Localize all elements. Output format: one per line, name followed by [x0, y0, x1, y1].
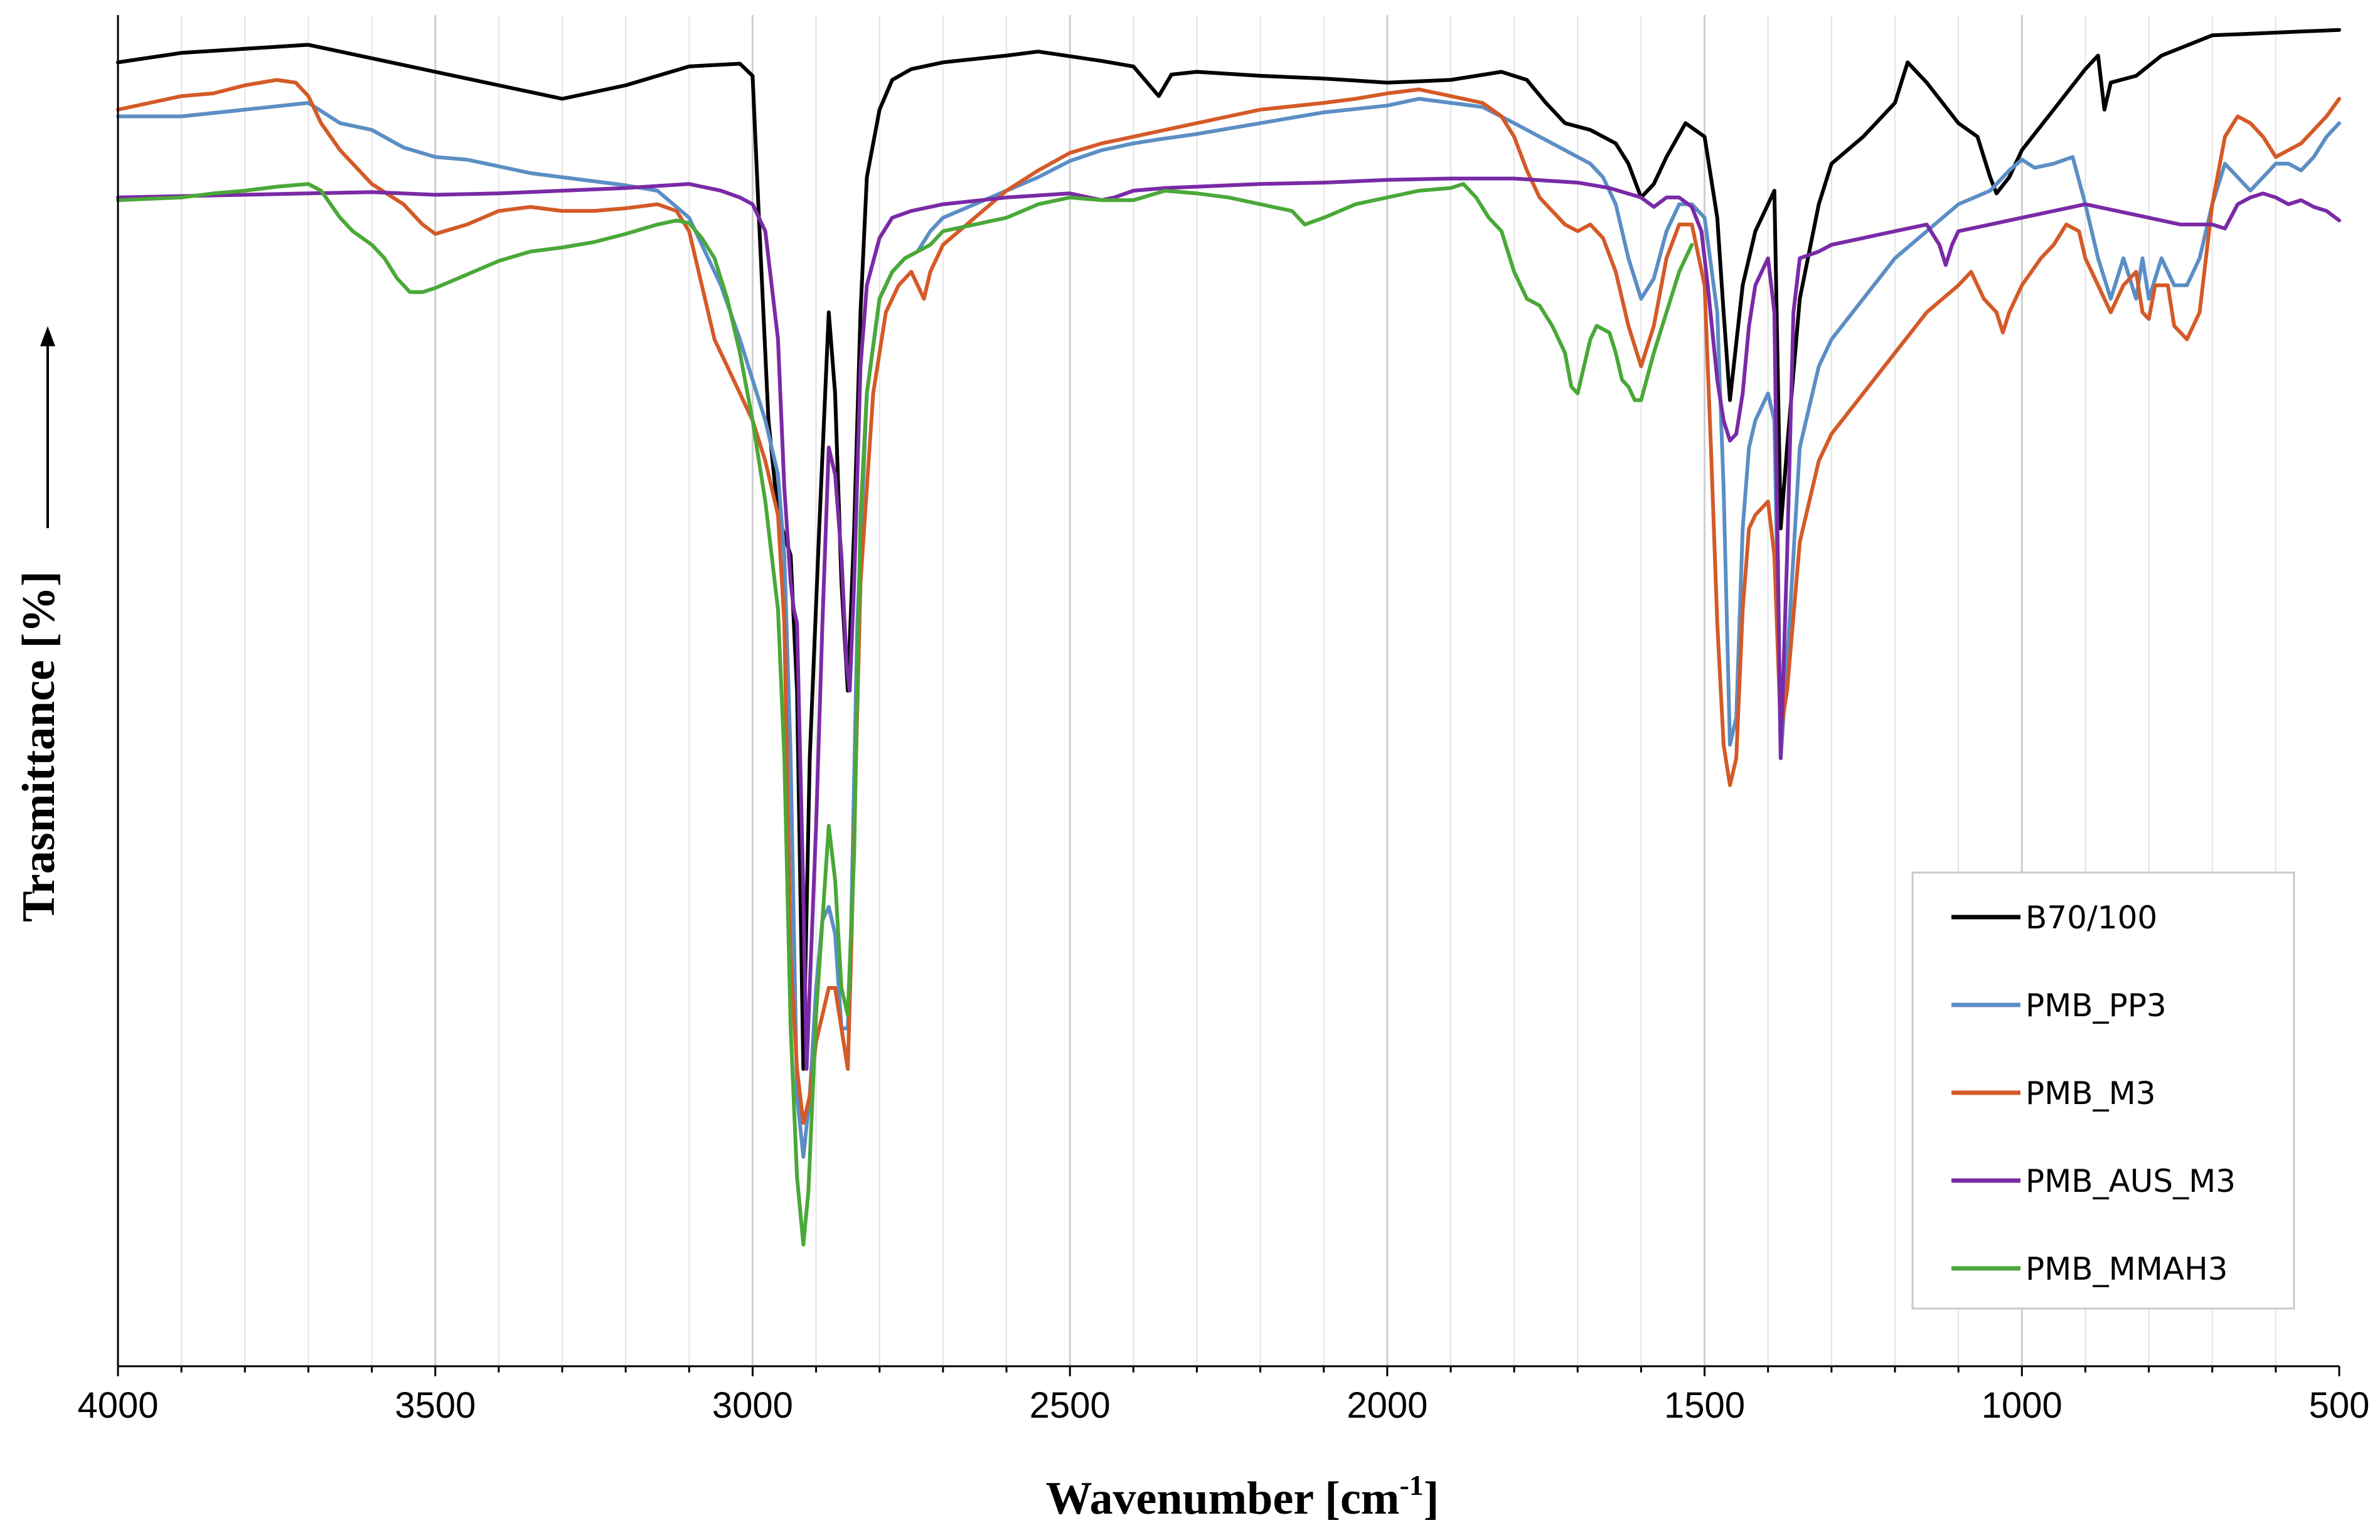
- series-layer: [116, 28, 2341, 1247]
- legend-label: PMB_MMAH3: [2025, 1251, 2228, 1287]
- x-tick-label: 3000: [712, 1385, 793, 1426]
- x-tick-label: 1500: [1664, 1385, 1745, 1426]
- legend-label: PMB_M3: [2025, 1075, 2156, 1112]
- legend-label: B70/100: [2025, 900, 2157, 936]
- x-tick-label: 500: [2309, 1385, 2370, 1426]
- series-line-pmb-mmah3: [116, 182, 1694, 1247]
- x-axis-title: Wavenumber [cm-1]: [1046, 1469, 1439, 1524]
- legend-label: PMB_PP3: [2025, 987, 2167, 1024]
- y-axis-title: Trasmittance [%]: [13, 571, 65, 922]
- series-line-pmb-pp3: [116, 97, 2341, 1159]
- x-tick-label: 2000: [1347, 1385, 1427, 1426]
- x-tick-label: 2500: [1030, 1385, 1111, 1426]
- grid-layer: [181, 15, 2276, 1366]
- x-tick-label: 1000: [1982, 1385, 2062, 1426]
- y-axis-arrow: [40, 326, 55, 528]
- tick-layer: 4000 3500 3000 2500 2000 1500 1000 500: [77, 1366, 2369, 1426]
- series-line-pmb-aus-m3: [116, 176, 2341, 1071]
- x-tick-label: 3500: [395, 1385, 476, 1426]
- series-line-pmb-m3: [116, 78, 2341, 1125]
- axes-layer: [117, 15, 2339, 1367]
- legend-label: PMB_AUS_M3: [2025, 1163, 2236, 1199]
- legend: B70/100 PMB_PP3 PMB_M3 PMB_AUS_M3 PMB_MMAH3: [1911, 871, 2295, 1310]
- x-tick-label: 4000: [77, 1385, 158, 1426]
